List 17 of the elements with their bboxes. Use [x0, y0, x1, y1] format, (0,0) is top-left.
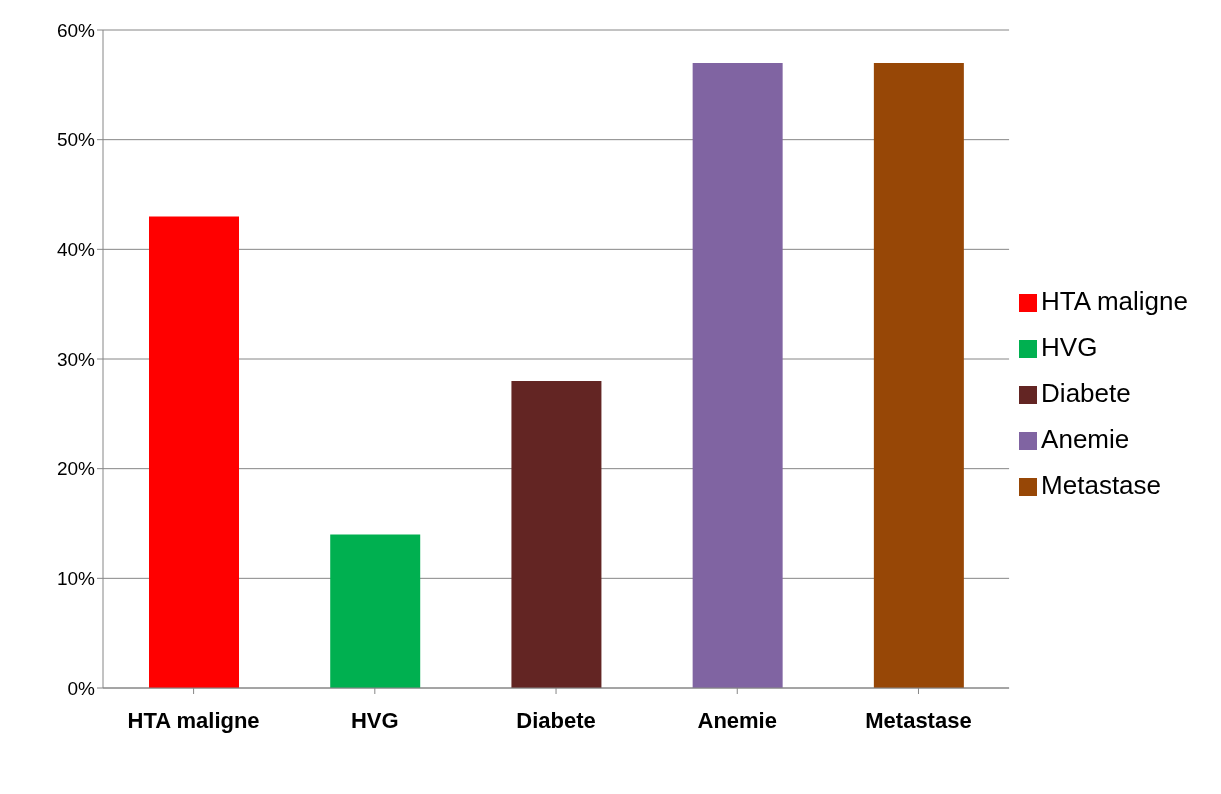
legend-label: Anemie: [1041, 424, 1130, 454]
y-tick-label: 40%: [56, 239, 96, 261]
y-tick-label: 10%: [56, 568, 96, 590]
y-tick-label: 0%: [67, 677, 96, 699]
legend-label: Metastase: [1041, 470, 1162, 500]
legend-label: HTA maligne: [1041, 286, 1188, 316]
x-tick-label: Anemie: [697, 707, 777, 733]
y-tick-label: 30%: [56, 348, 96, 370]
y-tick-label: 50%: [56, 129, 96, 151]
x-tick-label: Diabete: [516, 707, 596, 733]
x-tick-label: Metastase: [865, 707, 972, 733]
x-tick-label: HVG: [350, 707, 399, 733]
x-tick-label: HTA maligne: [127, 707, 260, 733]
y-tick-label: 20%: [56, 458, 96, 480]
legend-label: HVG: [1041, 332, 1098, 362]
y-tick-label: 60%: [56, 19, 96, 41]
legend-label: Diabete: [1041, 378, 1131, 408]
